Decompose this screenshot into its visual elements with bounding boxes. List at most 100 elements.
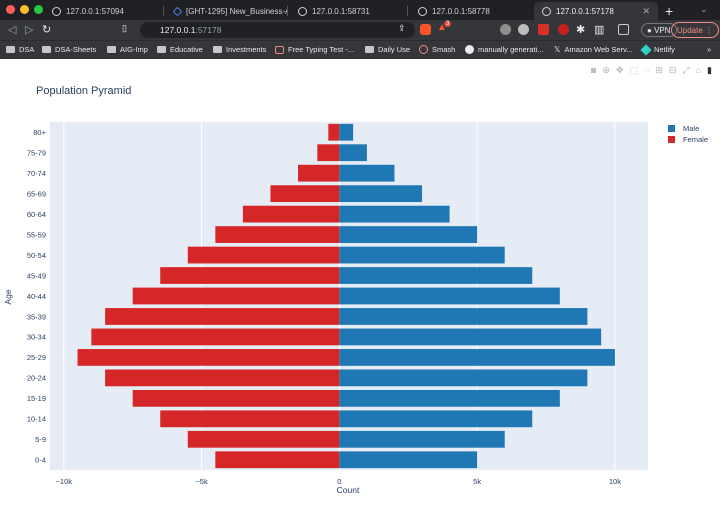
brave-shields-icon[interactable] xyxy=(420,24,431,35)
bookmark-educative[interactable]: Educative xyxy=(157,45,203,54)
box-select-icon[interactable]: ⬚ xyxy=(629,65,638,75)
autoscale-icon[interactable]: ⤢ xyxy=(682,65,690,75)
bar-female xyxy=(317,144,340,162)
bookmark-label: DSA-Sheets xyxy=(55,45,97,54)
bookmark-page-icon[interactable]: ▯ xyxy=(122,23,127,33)
y-tick-labels: 0-4 5-9 10-14 15-19 20-24 25-29 30-34 35-39 40-4… xyxy=(27,128,47,465)
extension-2-icon[interactable] xyxy=(518,24,529,35)
bookmark-manually-generated[interactable]: manually generati... xyxy=(465,45,543,54)
forward-icon[interactable]: ▷ xyxy=(25,24,34,36)
bookmark-netlify[interactable]: Netlify xyxy=(640,43,675,56)
sidebar-icon[interactable]: ▥ xyxy=(594,24,605,36)
plotly-logo-icon[interactable]: ▮ xyxy=(707,65,712,75)
y-tick-label: 55-59 xyxy=(27,230,46,239)
rewards-badge: 3 xyxy=(444,21,452,27)
y-tick-label: 60-64 xyxy=(27,210,46,219)
bookmark-daily-use[interactable]: Daily Use xyxy=(365,45,410,54)
y-tick-label: 35-39 xyxy=(27,312,46,321)
bookmark-label: manually generati... xyxy=(478,45,544,54)
lasso-icon[interactable]: ◌ xyxy=(643,65,650,75)
y-tick-label: 15-19 xyxy=(27,394,46,403)
bookmark-aig-imp[interactable]: AIG-Imp xyxy=(107,45,148,54)
bar-female xyxy=(160,410,340,428)
x-tick-labels: −10k −5k 0 5k 10k xyxy=(56,477,622,486)
tab-strip: 127.0.0.1:57094 [GHT-1295] New_Business-… xyxy=(0,0,720,20)
new-tab-button[interactable]: + xyxy=(665,3,674,19)
tab-1[interactable]: 127.0.0.1:57094 xyxy=(44,2,164,20)
bar-female xyxy=(270,185,340,203)
bar-male xyxy=(339,123,354,141)
bar-female xyxy=(298,164,340,182)
bar-male xyxy=(339,328,602,346)
extension-3-icon[interactable] xyxy=(538,24,549,35)
more-bookmarks-icon[interactable]: » xyxy=(707,45,712,54)
bookmark-smash[interactable]: Smash xyxy=(419,45,455,54)
extensions-icon[interactable]: ✱ xyxy=(576,24,586,36)
tab-title: 127.0.0.1:58731 xyxy=(312,6,370,16)
bookmark-dsa-sheets[interactable]: DSA-Sheets xyxy=(42,45,96,54)
bookmark-aws[interactable]: 𝕏 Amazon Web Serv... xyxy=(554,45,633,54)
bar-male xyxy=(339,430,505,448)
tab-5-active[interactable]: 127.0.0.1:57178 ✕ xyxy=(534,2,658,20)
bars xyxy=(77,123,615,469)
bar-male xyxy=(339,349,615,366)
reload-icon[interactable]: ↻ xyxy=(42,24,52,36)
tab-2[interactable]: [GHT-1295] New_Business-A xyxy=(166,2,288,20)
extension-1-icon[interactable] xyxy=(500,24,511,35)
wallet-icon[interactable] xyxy=(618,24,629,35)
brave-rewards-icon[interactable]: ▲ xyxy=(437,22,447,33)
y-tick-label: 50-54 xyxy=(27,251,46,260)
share-icon[interactable]: ⇪ xyxy=(398,23,406,33)
bar-female xyxy=(215,451,340,469)
smash-icon xyxy=(419,45,428,54)
bookmark-free-typing-test[interactable]: Free Typing Test -... xyxy=(275,45,354,54)
camera-icon[interactable]: ◙ xyxy=(590,65,597,75)
bar-female xyxy=(215,226,340,243)
zoom-icon[interactable]: ⊕ xyxy=(602,65,610,75)
bar-male xyxy=(339,267,533,284)
bookmarks-bar: DSA DSA-Sheets AIG-Imp Educative Investm… xyxy=(0,40,720,59)
bookmark-label: Smash xyxy=(432,45,456,54)
y-tick-label: 30-34 xyxy=(27,333,46,342)
bar-female xyxy=(132,287,340,305)
tab-4[interactable]: 127.0.0.1:58778 xyxy=(410,2,530,20)
toolbar: ◁ ▷ ↻ ▯ 127.0.0.1:57178 ⇪ ▲ 3 ✱ ▥ ● VPN … xyxy=(0,20,720,40)
close-window-button[interactable] xyxy=(6,5,15,14)
tab-3[interactable]: 127.0.0.1:58731 xyxy=(290,2,408,20)
zoom-window-button[interactable] xyxy=(34,5,43,14)
y-tick-label: 70-74 xyxy=(27,169,46,178)
y-tick-label: 20-24 xyxy=(27,374,46,383)
y-tick-label: 40-44 xyxy=(27,292,46,301)
extension-4-icon[interactable] xyxy=(558,24,569,35)
bookmark-investments[interactable]: Investments xyxy=(213,45,266,54)
legend: Male Female xyxy=(668,124,708,144)
address-bar[interactable]: 127.0.0.1:57178 xyxy=(140,22,415,38)
reset-axes-icon[interactable]: ⌂ xyxy=(695,65,702,75)
x-tick-label: 10k xyxy=(609,477,621,486)
bar-male xyxy=(339,389,560,407)
back-icon[interactable]: ◁ xyxy=(8,24,17,36)
globe-icon xyxy=(418,6,427,16)
bar-male xyxy=(339,164,395,182)
google-icon xyxy=(465,45,474,54)
bar-male xyxy=(339,308,588,325)
bar-female xyxy=(77,349,340,366)
folder-icon xyxy=(365,46,374,53)
bar-female xyxy=(160,267,340,284)
minimize-window-button[interactable] xyxy=(20,5,29,14)
zoom-out-icon[interactable]: ⊟ xyxy=(668,65,677,75)
pan-icon[interactable]: ✥ xyxy=(615,65,624,75)
tab-title: [GHT-1295] New_Business-A xyxy=(186,6,288,16)
close-tab-icon[interactable]: ✕ xyxy=(642,5,650,16)
tab-search-icon[interactable]: ⌄ xyxy=(700,4,708,14)
bar-male xyxy=(339,287,560,305)
update-button[interactable]: Update ⋮ xyxy=(671,22,720,38)
bookmark-dsa[interactable]: DSA xyxy=(6,45,34,54)
bar-female xyxy=(105,369,340,387)
bar-male xyxy=(339,144,367,162)
folder-icon xyxy=(6,46,15,53)
zoom-in-icon[interactable]: ⊞ xyxy=(655,65,663,75)
bar-female xyxy=(91,328,340,346)
x-tick-label: 0 xyxy=(337,477,341,486)
globe-icon xyxy=(52,6,61,16)
